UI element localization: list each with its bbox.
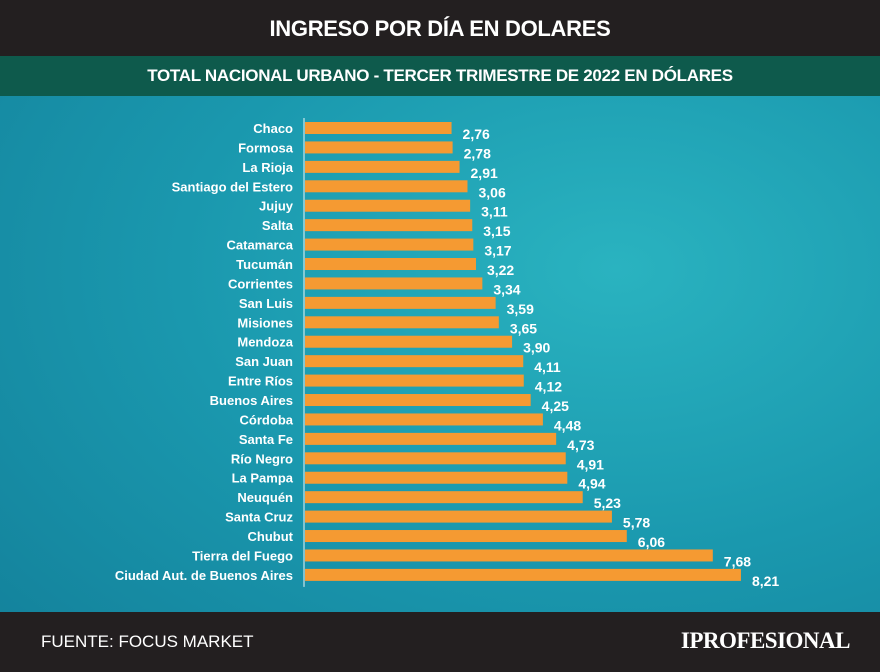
category-label: Santa Cruz (225, 510, 293, 525)
category-label: Chubut (248, 529, 294, 544)
category-label: Jujuy (259, 199, 294, 214)
bar (305, 258, 476, 271)
source-note: FUENTE: FOCUS MARKET (41, 632, 254, 651)
value-label: 3,90 (523, 340, 550, 356)
value-label: 3,06 (478, 184, 505, 200)
bar (305, 549, 713, 562)
bar (305, 510, 612, 523)
value-label: 3,11 (481, 204, 508, 220)
bar-chart: Chaco 2,76 Formosa 2,78 La Rioja 2,91 Santiago… (115, 118, 779, 589)
footer: FUENTE: FOCUS MARKET IPROFESIONAL (0, 612, 880, 672)
value-label: 3,65 (510, 320, 537, 336)
bar (305, 394, 531, 407)
category-label: Río Negro (231, 451, 293, 466)
category-label: La Rioja (242, 160, 293, 175)
category-label: San Juan (235, 354, 293, 369)
bar (305, 432, 557, 445)
value-label: 4,48 (554, 417, 581, 433)
bar (305, 335, 513, 348)
category-label: La Pampa (232, 471, 294, 486)
bar (305, 491, 583, 504)
value-label: 6,06 (638, 534, 665, 550)
bar (305, 277, 483, 290)
bar (305, 413, 543, 426)
category-label: Neuquén (237, 490, 293, 505)
value-label: 3,59 (507, 301, 534, 317)
value-label: 2,91 (471, 165, 498, 181)
bar (305, 238, 474, 251)
category-label: Entre Ríos (228, 374, 293, 389)
bar (305, 374, 524, 387)
bar (305, 316, 499, 329)
category-label: Catamarca (227, 238, 294, 253)
category-label: Tierra del Fuego (192, 548, 293, 563)
value-label: 5,23 (594, 495, 621, 511)
category-label: Formosa (238, 140, 294, 155)
bar (305, 160, 460, 173)
value-label: 3,34 (493, 281, 520, 297)
bar (305, 199, 471, 212)
brand-logo: IPROFESIONAL (680, 628, 851, 653)
value-label: 4,91 (577, 456, 604, 472)
value-label: 4,12 (535, 379, 562, 395)
bar (305, 471, 568, 484)
category-label: Córdoba (240, 412, 294, 427)
bar (305, 122, 452, 134)
bar (305, 568, 741, 581)
category-label: Santa Fe (239, 432, 293, 447)
value-label: 5,78 (623, 515, 650, 531)
value-label: 3,22 (487, 262, 514, 278)
category-label: Misiones (237, 315, 293, 330)
value-label: 2,78 (464, 145, 491, 161)
chart-title: INGRESO POR DÍA EN DOLARES (0, 0, 880, 56)
value-label: 3,17 (484, 243, 511, 259)
value-label: 4,25 (542, 398, 569, 414)
bar (305, 355, 524, 368)
bar (305, 296, 496, 309)
category-label: Tucumán (236, 257, 293, 272)
bar (305, 530, 627, 543)
category-label: Chaco (253, 121, 293, 136)
category-label: Santiago del Estero (172, 179, 293, 194)
value-label: 2,76 (463, 126, 490, 142)
chart-subtitle: TOTAL NACIONAL URBANO - TERCER TRIMESTRE… (0, 56, 880, 96)
value-label: 4,11 (534, 359, 561, 375)
category-label: Buenos Aires (210, 393, 293, 408)
bar (305, 141, 453, 154)
value-label: 4,94 (578, 476, 605, 492)
bar (305, 219, 473, 232)
category-label: San Luis (239, 296, 293, 311)
category-label: Mendoza (237, 335, 293, 350)
category-label: Ciudad Aut. de Buenos Aires (115, 568, 293, 583)
value-label: 3,15 (483, 223, 510, 239)
category-label: Corrientes (228, 276, 293, 291)
value-label: 8,21 (752, 573, 779, 589)
category-label: Salta (262, 218, 294, 233)
bar (305, 180, 468, 193)
value-label: 7,68 (724, 553, 751, 569)
value-label: 4,73 (567, 437, 594, 453)
bar (305, 452, 566, 465)
